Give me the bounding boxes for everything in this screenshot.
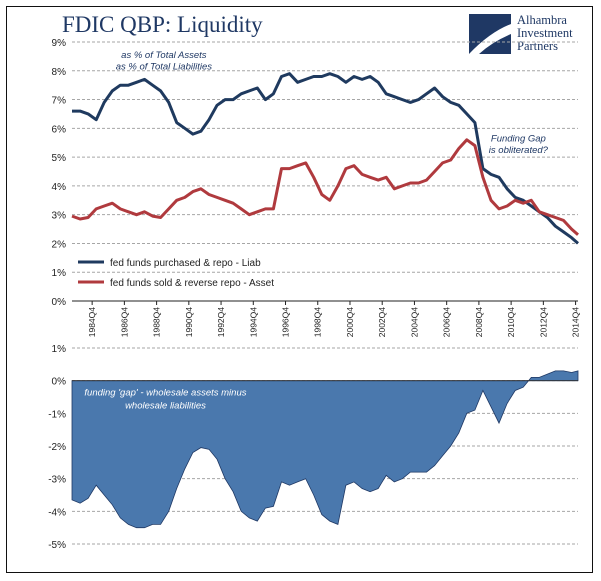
- x-tick-label: 2010Q4: [506, 307, 516, 338]
- top-series-group: [71, 72, 579, 245]
- legend-label-liab: fed funds purchased & repo - Liab: [110, 258, 261, 269]
- y-tick-label: 1%: [52, 344, 67, 355]
- y-tick-label: 9%: [52, 38, 67, 49]
- bottom-y-axis: -5% -4% -3% -2% -1% 0% 1%: [48, 344, 66, 551]
- y-tick-label: -5%: [48, 540, 66, 551]
- logo-swoosh: [469, 24, 511, 54]
- y-tick-label: 2%: [52, 239, 67, 250]
- series-line-liab: [72, 72, 579, 245]
- logo-line-3: Partners: [517, 39, 558, 53]
- x-tick-label: 1986Q4: [119, 307, 129, 338]
- annotation-label: is obliterated?: [489, 145, 549, 156]
- x-tick-label: 2008Q4: [474, 307, 484, 338]
- x-tick-label: 2002Q4: [377, 307, 387, 338]
- chart-frame: [6, 6, 593, 573]
- top-grid: [72, 41, 578, 273]
- x-tick-label: 1988Q4: [152, 307, 162, 338]
- logo-text: Alhambra Investment Partners: [517, 14, 573, 53]
- y-tick-label: 4%: [52, 182, 67, 193]
- y-tick-label: 5%: [52, 153, 67, 164]
- logo-line-1: Alhambra: [517, 13, 567, 27]
- y-tick-label: 6%: [52, 124, 67, 135]
- y-tick-label: 0%: [52, 297, 67, 308]
- legend: fed funds purchased & repo - Liab fed fun…: [78, 258, 274, 289]
- x-tick-label: 2006Q4: [442, 307, 452, 338]
- y-tick-label: 1%: [52, 268, 67, 279]
- y-tick-label: -3%: [48, 475, 66, 486]
- x-tick-label: 1992Q4: [216, 307, 226, 338]
- x-tick-label: 1990Q4: [184, 307, 194, 338]
- annotation-label: wholesale liabilities: [125, 400, 206, 411]
- bottom-annotations: funding 'gap' - wholesale assets minus wh…: [84, 387, 246, 411]
- x-tick-label: 1984Q4: [87, 307, 97, 338]
- y-tick-label: -2%: [48, 442, 66, 453]
- annotation-label: Funding Gap: [491, 133, 546, 144]
- x-tick-label: 1994Q4: [248, 307, 258, 338]
- x-tick-label: 2014Q4: [571, 307, 581, 338]
- logo-line-2: Investment: [517, 26, 573, 40]
- gap-area: [71, 370, 579, 529]
- y-tick-label: -1%: [48, 409, 66, 420]
- annotation-label: as % of Total Assets: [121, 50, 207, 61]
- bottom-series-group: [71, 370, 579, 529]
- series-line-asset: [71, 138, 579, 236]
- x-tick-label: 1996Q4: [281, 307, 291, 338]
- y-tick-label: 7%: [52, 96, 67, 107]
- y-tick-label: 8%: [52, 67, 67, 78]
- y-tick-label: -4%: [48, 507, 66, 518]
- page-title: FDIC QBP: Liquidity: [62, 12, 263, 37]
- y-tick-label: 0%: [52, 377, 67, 388]
- x-tick-label: 1998Q4: [313, 307, 323, 338]
- x-tick-label: 2012Q4: [538, 307, 548, 338]
- top-x-axis: 1984Q4 1986Q4 1988Q4 1990Q4 1992Q4 1994Q4 1996…: [87, 301, 581, 338]
- x-tick-label: 2000Q4: [345, 307, 355, 338]
- annotation-label: funding 'gap' - wholesale assets minus: [84, 387, 246, 398]
- x-tick-label: 2004Q4: [409, 307, 419, 338]
- y-tick-label: 3%: [52, 211, 67, 222]
- annotation-label: as % of Total Liabilities: [116, 61, 213, 72]
- legend-label-asset: fed funds sold & reverse repo - Asset: [110, 278, 274, 289]
